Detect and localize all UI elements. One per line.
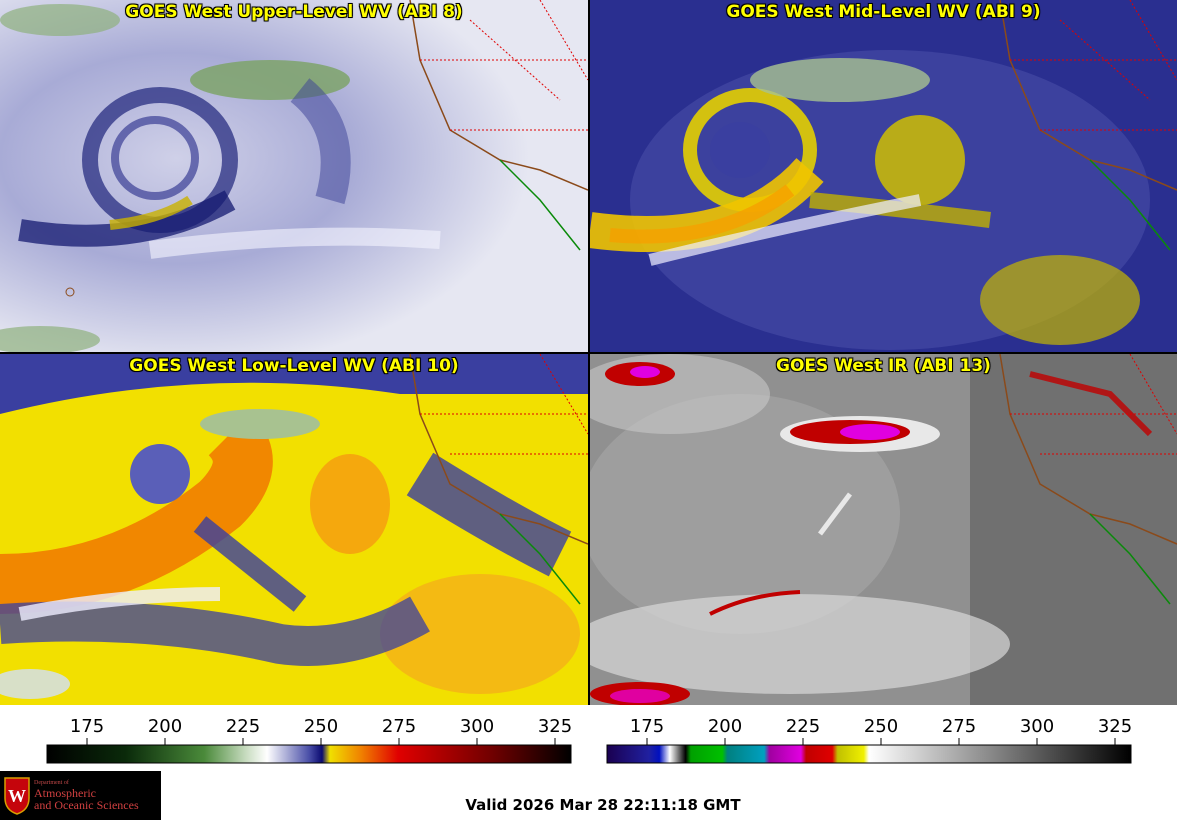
- colorbar-tick-label: 250: [864, 716, 898, 737]
- colorbar-tick-label: 200: [708, 716, 742, 737]
- colorbar-tick-label: 200: [148, 716, 182, 737]
- uw-aos-logo: W Department of Atmospheric and Oceanic …: [0, 771, 161, 820]
- valid-time-label: Valid 2026 Mar 28 22:11:18 GMT: [465, 796, 741, 814]
- infrared-colorbar-graphic: 175 200 225 250 275 300 325: [606, 716, 1132, 764]
- infrared-colorbar: 175 200 225 250 275 300 325: [590, 705, 1177, 765]
- infrared-panel: GOES West IR (ABI 13): [590, 354, 1177, 705]
- mid-level-wv-panel: GOES West Mid-Level WV (ABI 9): [590, 0, 1177, 352]
- colorbar-tick-label: 225: [226, 716, 260, 737]
- panel-divider-horizontal: [0, 352, 1177, 354]
- colorbar-tick-label: 300: [1020, 716, 1054, 737]
- colorbar-tick-label: 250: [304, 716, 338, 737]
- panel-title: GOES West Upper-Level WV (ABI 8): [125, 2, 463, 22]
- colorbar-tick-label: 300: [460, 716, 494, 737]
- upper-level-wv-image: [0, 0, 588, 352]
- logo-dept-line2: Atmospheric: [34, 786, 96, 800]
- panel-title: GOES West IR (ABI 13): [776, 356, 991, 376]
- svg-text:W: W: [8, 786, 26, 806]
- water-vapor-colorbar: 175 200 225 250 275 300 325: [0, 705, 588, 765]
- colorbar-tick-label: 325: [538, 716, 572, 737]
- mid-level-wv-image: [590, 0, 1177, 352]
- logo-dept-line3: and Oceanic Sciences: [34, 798, 139, 812]
- low-level-wv-panel: GOES West Low-Level WV (ABI 10): [0, 354, 588, 705]
- low-level-wv-image: [0, 354, 588, 705]
- colorbar-tick-label: 225: [786, 716, 820, 737]
- panel-title: GOES West Mid-Level WV (ABI 9): [726, 2, 1041, 22]
- infrared-image: [590, 354, 1177, 705]
- upper-level-wv-panel: GOES West Upper-Level WV (ABI 8): [0, 0, 588, 352]
- colorbar-tick-label: 175: [70, 716, 104, 737]
- water-vapor-colorbar-graphic: 175 200 225 250 275 300 325: [46, 716, 572, 764]
- panel-title: GOES West Low-Level WV (ABI 10): [129, 356, 459, 376]
- uw-crest-icon: W: [4, 777, 30, 815]
- colorbar-tick-label: 175: [630, 716, 664, 737]
- colorbar-tick-label: 275: [942, 716, 976, 737]
- colorbar-tick-label: 325: [1098, 716, 1132, 737]
- colorbar-tick-label: 275: [382, 716, 416, 737]
- logo-dept-line1: Department of: [34, 780, 69, 786]
